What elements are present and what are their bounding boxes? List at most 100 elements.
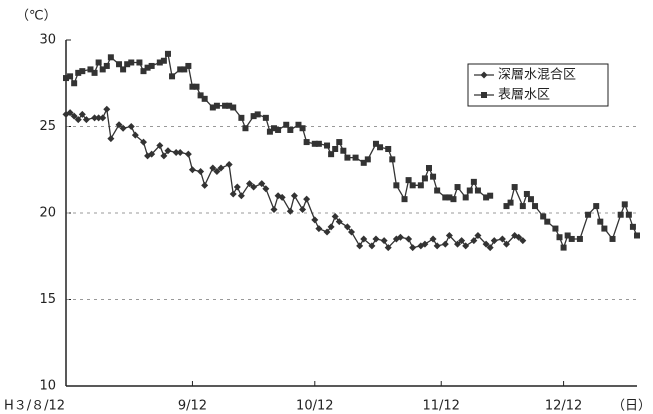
point [434,187,441,194]
point [344,154,351,161]
point [515,233,523,241]
point [556,234,563,241]
point [519,203,526,210]
point [229,190,237,198]
x-tick-label: 9/12 [178,399,207,414]
point [385,145,392,152]
point [172,148,180,156]
point [124,61,131,68]
point [429,235,437,243]
point [189,83,196,90]
point [421,240,429,248]
point [222,102,229,109]
point [442,194,449,201]
y-tick-label: 30 [39,33,56,48]
point [103,105,111,113]
point [585,211,592,218]
point [303,139,310,146]
point [226,102,233,109]
y-tick-label: 15 [39,292,56,307]
point [625,211,632,218]
point [271,125,278,132]
point [299,125,306,132]
point [445,231,453,239]
point [564,232,571,239]
point [380,237,388,245]
point [188,166,196,174]
point [275,126,282,133]
point [254,111,261,118]
point [131,131,139,139]
y-unit: （℃） [16,9,57,24]
point [91,69,98,76]
point [75,69,82,76]
point [336,139,343,146]
point [405,235,413,243]
point [323,228,331,236]
point [79,68,86,75]
point [201,181,209,189]
point [621,201,628,208]
point [532,203,539,210]
point [95,114,103,122]
point [634,232,640,239]
point [360,235,368,243]
point [487,192,494,199]
point [311,216,319,224]
point [283,121,290,128]
x-tick-label: 12/12 [545,399,582,414]
x-tick-label: H３/８/12 [4,399,65,414]
point [238,114,245,121]
point [82,116,90,124]
point [99,66,106,73]
point [213,167,221,175]
point [193,83,200,90]
point [290,192,298,200]
point [78,110,86,118]
point [233,183,241,191]
point [396,233,404,241]
point [139,138,147,146]
point [560,244,567,251]
point [201,95,208,102]
point [356,242,364,250]
point [217,164,225,172]
point [120,66,127,73]
point [71,80,78,87]
point [103,62,110,69]
point [327,223,335,231]
point [87,66,94,73]
point [156,142,164,150]
legend-box [467,63,609,107]
point [197,167,205,175]
point [482,240,490,248]
point [331,212,339,220]
point [490,237,498,245]
point [470,237,478,245]
point [250,113,257,120]
point [417,182,424,189]
x-unit: （日） [612,399,651,414]
point [67,73,74,80]
point [99,114,107,122]
point [360,159,367,166]
legend-label: 表層水区 [498,88,550,103]
point [377,144,384,151]
point [343,223,351,231]
point [311,140,318,147]
point [486,244,494,252]
y-tick-label: 10 [39,379,56,394]
point [184,150,192,158]
point [270,206,278,214]
point [315,225,323,233]
point [450,196,457,203]
point [209,104,216,111]
legend-marker [481,92,487,98]
point [601,225,608,232]
point [287,126,294,133]
point [433,242,441,250]
point [119,124,127,132]
x-tick-label: 11/12 [422,399,459,414]
point [230,104,237,111]
